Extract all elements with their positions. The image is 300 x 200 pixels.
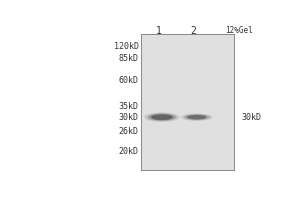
Ellipse shape (187, 115, 207, 119)
Text: 30kD: 30kD (118, 113, 139, 122)
Ellipse shape (148, 113, 176, 121)
Text: 120kD: 120kD (114, 42, 139, 51)
Text: 12%Gel: 12%Gel (225, 26, 253, 35)
Text: 2: 2 (190, 26, 196, 36)
Ellipse shape (184, 114, 210, 120)
FancyBboxPatch shape (141, 34, 234, 170)
Text: 20kD: 20kD (118, 147, 139, 156)
Text: 30kD: 30kD (241, 113, 261, 122)
Ellipse shape (151, 114, 173, 120)
Text: 85kD: 85kD (118, 54, 139, 63)
Text: 26kD: 26kD (118, 127, 139, 136)
Ellipse shape (144, 112, 180, 122)
Text: 35kD: 35kD (118, 102, 139, 111)
Text: 60kD: 60kD (118, 76, 139, 85)
Text: 1: 1 (155, 26, 161, 36)
Ellipse shape (181, 113, 213, 121)
